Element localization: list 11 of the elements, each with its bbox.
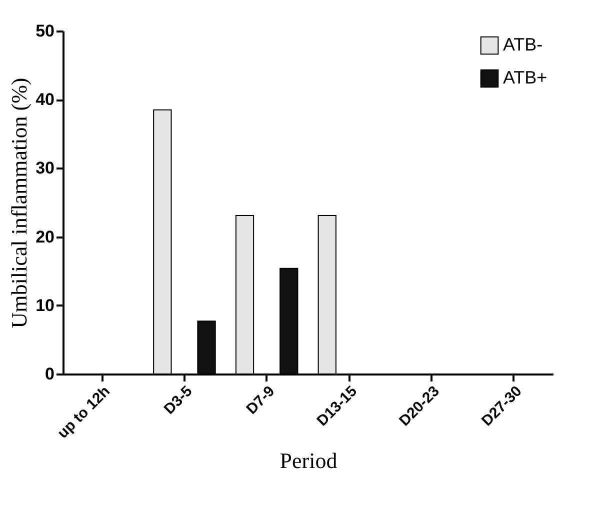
y-tick-label: 50 bbox=[36, 22, 54, 40]
y-axis-title: Umbilical inflammation (%) bbox=[6, 78, 32, 328]
y-tick-label: 30 bbox=[36, 158, 54, 178]
x-axis-title: Period bbox=[280, 448, 338, 474]
y-tick-label: 40 bbox=[36, 90, 54, 110]
y-tick-label: 20 bbox=[36, 227, 54, 246]
legend-label: ATB- bbox=[503, 34, 543, 54]
y-tick-label: 10 bbox=[36, 296, 54, 315]
x-tick-label: up to 12h bbox=[54, 382, 114, 442]
legend-label: ATB+ bbox=[503, 68, 548, 88]
y-tick-label: 0 bbox=[45, 364, 54, 384]
